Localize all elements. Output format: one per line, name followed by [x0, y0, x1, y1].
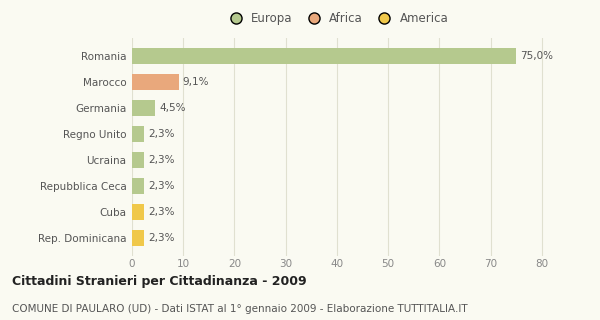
Bar	[132, 230, 144, 246]
Bar	[132, 74, 179, 90]
Legend: Europa, Africa, America: Europa, Africa, America	[219, 7, 453, 30]
Bar	[132, 179, 144, 194]
Text: 9,1%: 9,1%	[183, 77, 209, 87]
Text: 4,5%: 4,5%	[159, 103, 185, 113]
Text: 2,3%: 2,3%	[148, 129, 175, 139]
Text: 2,3%: 2,3%	[148, 207, 175, 217]
Text: 2,3%: 2,3%	[148, 181, 175, 191]
Bar	[132, 126, 144, 142]
Bar	[132, 152, 144, 168]
Bar	[132, 100, 155, 116]
Bar	[132, 48, 516, 64]
Text: COMUNE DI PAULARO (UD) - Dati ISTAT al 1° gennaio 2009 - Elaborazione TUTTITALIA: COMUNE DI PAULARO (UD) - Dati ISTAT al 1…	[12, 304, 467, 314]
Text: 2,3%: 2,3%	[148, 233, 175, 243]
Text: Cittadini Stranieri per Cittadinanza - 2009: Cittadini Stranieri per Cittadinanza - 2…	[12, 275, 307, 288]
Text: 75,0%: 75,0%	[520, 51, 553, 61]
Bar	[132, 204, 144, 220]
Text: 2,3%: 2,3%	[148, 155, 175, 165]
